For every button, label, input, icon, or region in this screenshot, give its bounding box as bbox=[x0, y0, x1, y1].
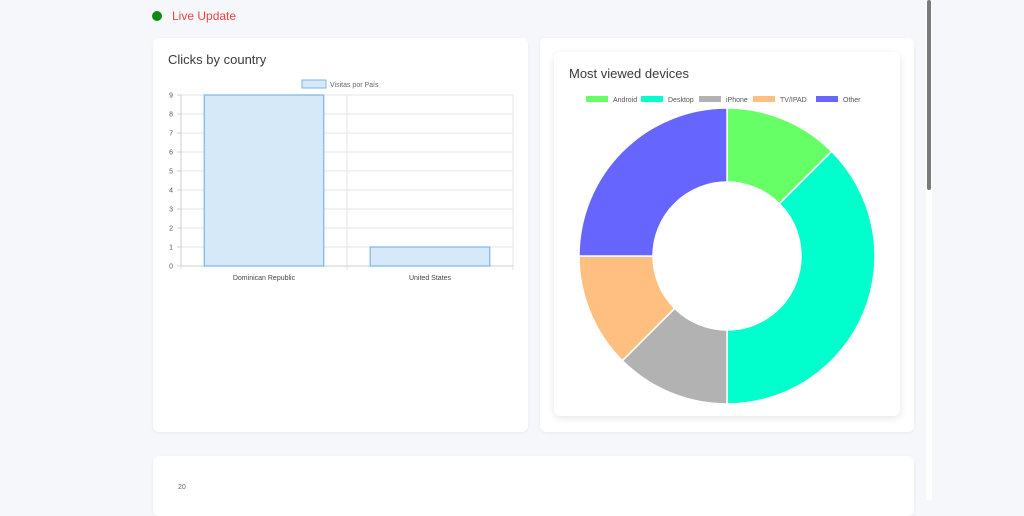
bar-y-tick-label: 1 bbox=[169, 245, 173, 252]
donut-legend-label: Other bbox=[843, 97, 861, 104]
bar-y-tick-label: 2 bbox=[169, 226, 173, 233]
devices-card-title: Most viewed devices bbox=[569, 66, 689, 81]
live-update-status: Live Update bbox=[152, 9, 236, 23]
donut-slice bbox=[726, 150, 876, 405]
live-update-label: Live Update bbox=[172, 9, 237, 23]
donut-legend-swatch bbox=[753, 96, 775, 102]
donut-legend-swatch bbox=[699, 96, 721, 102]
bar-y-tick-label: 9 bbox=[169, 93, 173, 100]
donut-legend-label: Desktop bbox=[668, 97, 694, 104]
bar-y-tick-label: 3 bbox=[169, 207, 173, 214]
bar-y-tick-label: 0 bbox=[169, 264, 173, 271]
donut-legend-swatch bbox=[641, 96, 663, 102]
bar-legend: Visitas por País bbox=[301, 79, 379, 89]
scrollbar-track[interactable] bbox=[926, 0, 932, 500]
donut-legend-item: Android bbox=[586, 96, 637, 104]
bar-x-tick-label: Dominican Republic bbox=[233, 275, 296, 282]
live-status-dot-icon bbox=[152, 11, 162, 21]
most-viewed-devices-card: Most viewed devices Android Desktop iPhone… bbox=[554, 52, 900, 416]
bar bbox=[203, 94, 325, 267]
donut-slice bbox=[578, 107, 728, 257]
bar-y-tick-label: 4 bbox=[169, 188, 173, 195]
bottom-chart-card: 20 bbox=[153, 456, 914, 516]
bar-x-tick-label: United States bbox=[409, 275, 452, 282]
donut-legend-swatch bbox=[816, 96, 838, 102]
donut-legend-label: TV/IPAD bbox=[780, 97, 807, 104]
clicks-card-title: Clicks by country bbox=[168, 52, 267, 67]
donut-legend-item: TV/IPAD bbox=[753, 96, 807, 104]
bar-legend-label: Visitas por País bbox=[330, 82, 379, 89]
donut-legend-item: Desktop bbox=[641, 96, 694, 104]
donut-legend-item: iPhone bbox=[699, 96, 748, 104]
bar-y-tick-label: 6 bbox=[169, 150, 173, 157]
bottom-chart-y-tick: 20 bbox=[178, 484, 186, 491]
scrollbar-thumb[interactable] bbox=[927, 0, 931, 190]
clicks-bar-chart: Visitas por País 0 1 2 3 4 5 6 7 8 9 Dominican Repu… bbox=[169, 79, 514, 282]
donut-legend-item: Other bbox=[816, 96, 861, 104]
donut-legend-label: Android bbox=[613, 97, 637, 104]
devices-outer-card: Most viewed devices Android Desktop iPhone… bbox=[540, 38, 914, 432]
bar-legend-swatch bbox=[301, 79, 327, 89]
bar-y-tick-label: 7 bbox=[169, 131, 173, 138]
bar bbox=[369, 246, 491, 267]
devices-doughnut-chart: Android Desktop iPhone TV/IPAD Other bbox=[578, 96, 876, 405]
bar-y-tick-label: 8 bbox=[169, 112, 173, 119]
bar-y-tick-label: 5 bbox=[169, 169, 173, 176]
donut-legend-swatch bbox=[586, 96, 608, 102]
donut-legend-label: iPhone bbox=[726, 97, 748, 104]
clicks-by-country-card: Clicks by country Visitas por País 0 1 2 3 4 5… bbox=[153, 38, 528, 432]
